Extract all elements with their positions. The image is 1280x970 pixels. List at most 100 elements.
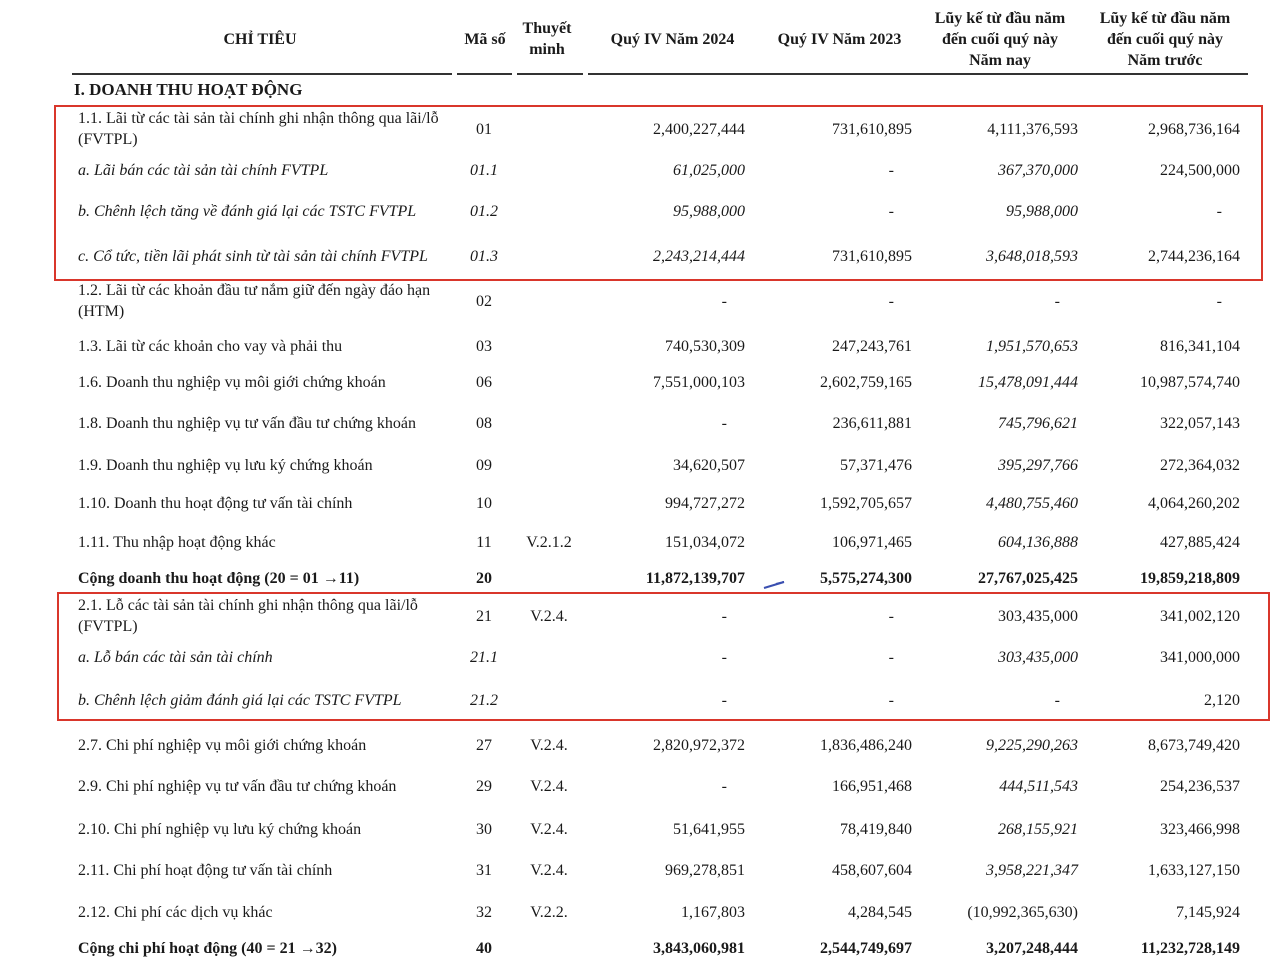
table-row: a. Lãi bán các tài sản tài chính FVTPL 01… [0,148,1280,192]
header-rule [588,73,1248,75]
q4-2024: 1,167,803 [681,903,745,921]
ytd-prev: - [1216,202,1222,220]
ytd-prev: 2,968,736,164 [1148,120,1240,138]
header-rule [72,73,452,75]
row-code: 09 [476,456,492,474]
header-q4-2023: Quý IV Năm 2023 [777,31,902,48]
q4-2024: 3,843,060,981 [653,939,745,957]
row-label: 1.1. Lãi từ các tài sản tài chính ghi nh… [78,110,439,148]
q4-2023: 2,544,749,697 [820,939,912,957]
row-code: 21 [476,607,492,625]
ytd-this: (10,992,365,630) [967,903,1078,921]
q4-2023: - [888,292,894,310]
table-row: 2.10. Chi phí nghiệp vụ lưu ký chứng kho… [0,807,1280,851]
q4-2024: 7,551,000,103 [653,373,745,391]
row-label: 2.11. Chi phí hoạt động tư vấn tài chính [78,861,333,879]
ytd-this: 4,480,755,460 [986,494,1078,512]
ytd-prev: 254,236,537 [1160,777,1240,795]
row-note: V.2.4. [530,861,568,879]
ytd-prev: 8,673,749,420 [1148,736,1240,754]
ytd-this: 4,111,376,593 [987,120,1078,138]
ytd-prev: - [1216,292,1222,310]
row-note: V.2.4. [530,607,568,625]
table-row: 1.2. Lãi từ các khoản đầu tư nắm giữ đến… [0,279,1280,323]
q4-2024: - [721,607,727,625]
ytd-this: 9,225,290,263 [986,736,1078,754]
q4-2023: 78,419,840 [840,820,912,838]
header-rule [517,73,583,75]
ytd-prev: 19,859,218,809 [1140,569,1240,587]
q4-2023: 236,611,881 [832,414,912,432]
row-label: 2.10. Chi phí nghiệp vụ lưu ký chứng kho… [78,820,362,838]
q4-2024: 969,278,851 [665,861,745,879]
row-code: 21.2 [470,691,498,709]
table-row: b. Chênh lệch giảm đánh giá lại các TSTC… [0,678,1280,722]
row-label: 2.1. Lỗ các tài sản tài chính ghi nhận t… [78,597,418,635]
row-label: 1.3. Lãi từ các khoản cho vay và phải th… [78,337,343,355]
ytd-this: 303,435,000 [998,648,1078,666]
q4-2023: 247,243,761 [832,337,912,355]
header-q4-2024: Quý IV Năm 2024 [610,31,735,48]
header-line: đến cuối quý này [941,31,1059,48]
ytd-prev: 224,500,000 [1160,161,1240,179]
q4-2024: 51,641,955 [673,820,745,838]
table-row: 1.3. Lãi từ các khoản cho vay và phải th… [0,324,1280,368]
q4-2024: 95,988,000 [673,202,745,220]
row-label: c. Cổ tức, tiền lãi phát sinh từ tài sản… [78,247,428,265]
q4-2023: - [888,691,894,709]
row-code: 01 [476,120,492,138]
header-ytd-this: Lũy kế từ đầu năm đến cuối quý này Năm n… [915,8,1085,71]
table-row: 1.8. Doanh thu nghiệp vụ tư vấn đầu tư c… [0,401,1280,445]
header-line: Lũy kế từ đầu năm [1099,10,1231,27]
table-row: b. Chênh lệch tăng về đánh giá lại các T… [0,189,1280,233]
ytd-this: 604,136,888 [998,533,1078,551]
q4-2024: - [721,648,727,666]
table-row: 1.1. Lãi từ các tài sản tài chính ghi nh… [0,107,1280,151]
header-line: Thuyết [522,20,572,37]
ytd-this: 3,958,221,347 [986,861,1078,879]
row-label: a. Lỗ bán các tài sản tài chính [78,648,273,666]
ytd-prev: 11,232,728,149 [1140,939,1240,957]
q4-2024: 61,025,000 [673,161,745,179]
table-row: 1.9. Doanh thu nghiệp vụ lưu ký chứng kh… [0,443,1280,487]
table-row: 1.6. Doanh thu nghiệp vụ môi giới chứng … [0,360,1280,404]
ytd-this: 3,207,248,444 [986,939,1078,957]
table-row: 2.7. Chi phí nghiệp vụ môi giới chứng kh… [0,723,1280,767]
row-label: 1.11. Thu nhập hoạt động khác [78,533,276,551]
ytd-prev: 341,002,120 [1160,607,1240,625]
q4-2023: - [888,161,894,179]
q4-2023: 57,371,476 [840,456,912,474]
row-code: 20 [476,569,492,587]
header-rule [457,73,512,75]
ytd-this: 367,370,000 [998,161,1078,179]
row-code: 01.1 [470,161,498,179]
header-line: Năm nay [969,52,1031,69]
header-note: Thuyết minh [512,18,582,60]
table-row: 2.12. Chi phí các dịch vụ khác 32 V.2.2. 1,… [0,890,1280,934]
row-code: 03 [476,337,492,355]
row-label: 1.8. Doanh thu nghiệp vụ tư vấn đầu tư c… [78,414,416,432]
row-label: b. Chênh lệch tăng về đánh giá lại các T… [78,202,417,220]
ytd-prev: 2,744,236,164 [1148,247,1240,265]
row-label: b. Chênh lệch giảm đánh giá lại các TSTC… [78,691,402,709]
ytd-this: 3,648,018,593 [986,247,1078,265]
header-label: CHỈ TIÊU [223,31,297,48]
row-label: a. Lãi bán các tài sản tài chính FVTPL [78,161,329,179]
q4-2023: 731,610,895 [832,247,912,265]
pen-mark [763,581,785,589]
row-note: V.2.4. [530,777,568,795]
row-code: 40 [476,939,492,957]
ytd-this: 27,767,025,425 [978,569,1078,587]
row-code: 08 [476,414,492,432]
row-label: Cộng doanh thu hoạt động (20 = 01 →11) [78,569,360,587]
q4-2024: - [721,292,727,310]
row-label: 2.12. Chi phí các dịch vụ khác [78,903,273,921]
q4-2024: 2,243,214,444 [653,247,745,265]
ytd-prev: 10,987,574,740 [1140,373,1240,391]
ytd-this: 444,511,543 [999,777,1078,795]
table-row: c. Cổ tức, tiền lãi phát sinh từ tài sản… [0,234,1280,278]
ytd-this: 95,988,000 [1006,202,1078,220]
row-label: 2.9. Chi phí nghiệp vụ tư vấn đầu tư chứ… [78,777,397,795]
table-row: Cộng doanh thu hoạt động (20 = 01 →11) 20… [0,556,1280,600]
q4-2023: - [888,202,894,220]
